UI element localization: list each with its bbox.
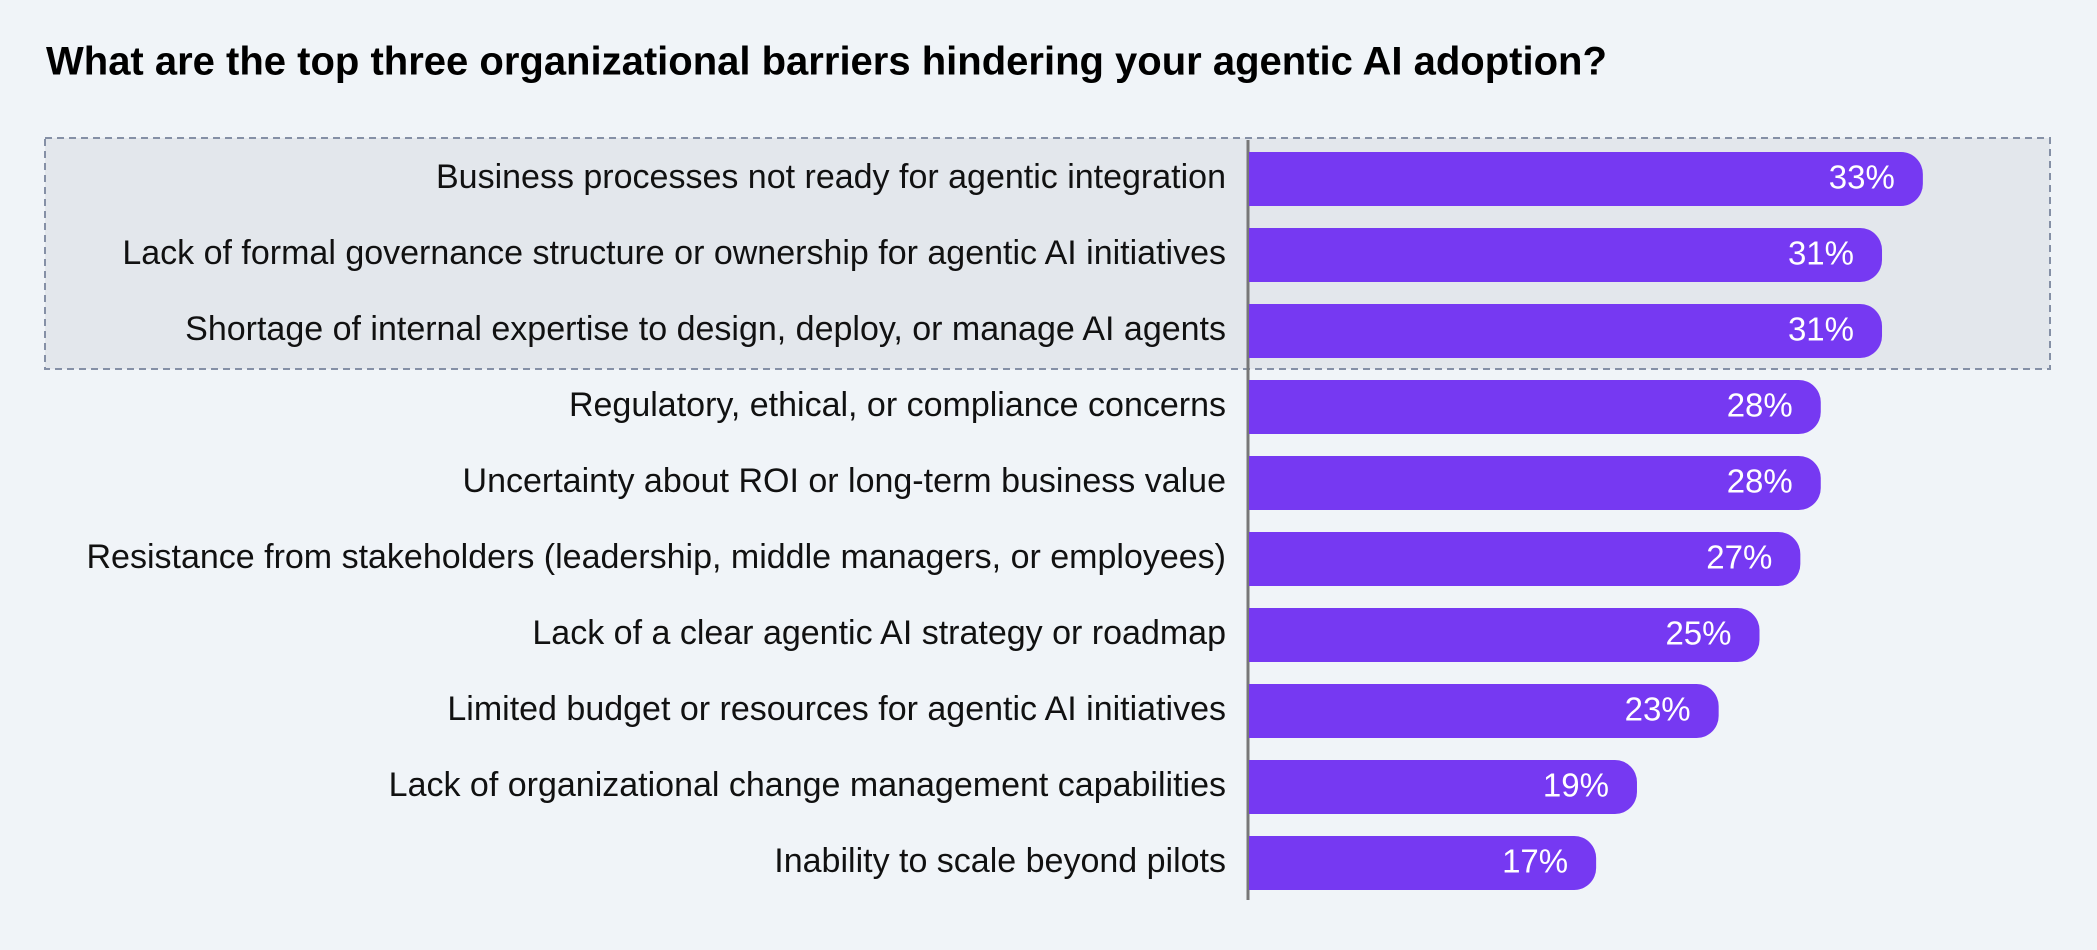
bar xyxy=(1249,152,1923,206)
value-label: 27% xyxy=(1706,539,1772,576)
bar xyxy=(1249,760,1637,814)
bar xyxy=(1249,608,1760,662)
bar xyxy=(1249,684,1719,738)
bar xyxy=(1249,380,1821,434)
category-label: Lack of formal governance structure or o… xyxy=(122,234,1226,272)
value-label: 28% xyxy=(1727,387,1793,424)
value-label: 17% xyxy=(1502,843,1568,880)
value-label: 25% xyxy=(1665,615,1731,652)
category-label: Resistance from stakeholders (leadership… xyxy=(86,538,1226,576)
bar xyxy=(1249,532,1801,586)
value-label: 33% xyxy=(1829,159,1895,196)
category-label: Limited budget or resources for agentic … xyxy=(447,690,1226,728)
bar xyxy=(1249,228,1883,282)
bar xyxy=(1249,304,1883,358)
bar xyxy=(1249,836,1597,890)
category-label: Regulatory, ethical, or compliance conce… xyxy=(569,386,1226,424)
category-label: Business processes not ready for agentic… xyxy=(436,158,1226,196)
category-label: Lack of organizational change management… xyxy=(389,766,1226,804)
category-label: Inability to scale beyond pilots xyxy=(774,842,1226,880)
category-label: Shortage of internal expertise to design… xyxy=(185,310,1226,348)
value-label: 19% xyxy=(1543,767,1609,804)
value-label: 31% xyxy=(1788,311,1854,348)
value-label: 23% xyxy=(1625,691,1691,728)
category-label: Lack of a clear agentic AI strategy or r… xyxy=(532,614,1226,652)
category-label: Uncertainty about ROI or long-term busin… xyxy=(463,462,1226,500)
bar xyxy=(1249,456,1821,510)
value-label: 28% xyxy=(1727,463,1793,500)
value-label: 31% xyxy=(1788,235,1854,272)
chart-title: What are the top three organizational ba… xyxy=(46,40,1607,84)
